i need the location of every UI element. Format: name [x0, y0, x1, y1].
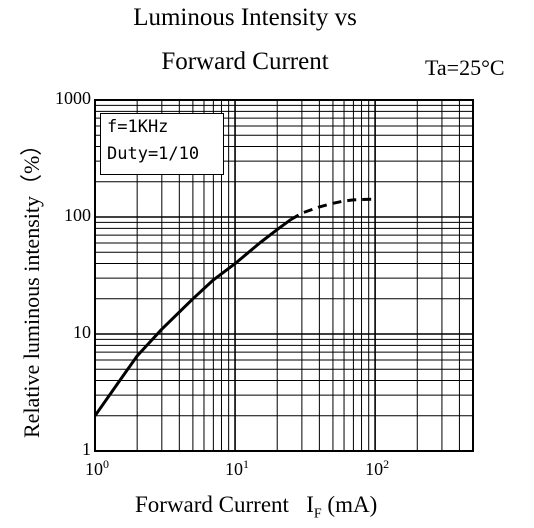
x-tick-label-1: 100	[85, 457, 109, 479]
legend-line1: f=1KHz	[107, 117, 169, 137]
plot-frame	[94, 99, 474, 452]
x-axis-label: Forward Current IF (mA)	[135, 492, 378, 522]
temperature-condition: Ta=25°C	[425, 55, 505, 80]
x-tick-label-100: 102	[365, 457, 390, 479]
y-tick-label-1: 1	[82, 439, 91, 459]
series-curves	[93, 197, 376, 417]
y-axis-label: Relative luminous intensity（%）	[19, 133, 44, 438]
legend-box: f=1KHz Duty=1/10	[100, 113, 224, 175]
y-tick-label-100: 100	[64, 205, 91, 225]
y-tick-label-1000: 1000	[55, 88, 91, 108]
x-tick-label-10: 101	[225, 457, 250, 479]
series-line-solid	[93, 218, 292, 417]
y-tick-label-10: 10	[73, 322, 91, 342]
legend-line2: Duty=1/10	[107, 144, 200, 164]
chart-title-line2: Forward Current	[161, 48, 329, 75]
series-line-dashed	[290, 197, 376, 221]
chart-title-line1: Luminous Intensity vs	[133, 4, 357, 31]
